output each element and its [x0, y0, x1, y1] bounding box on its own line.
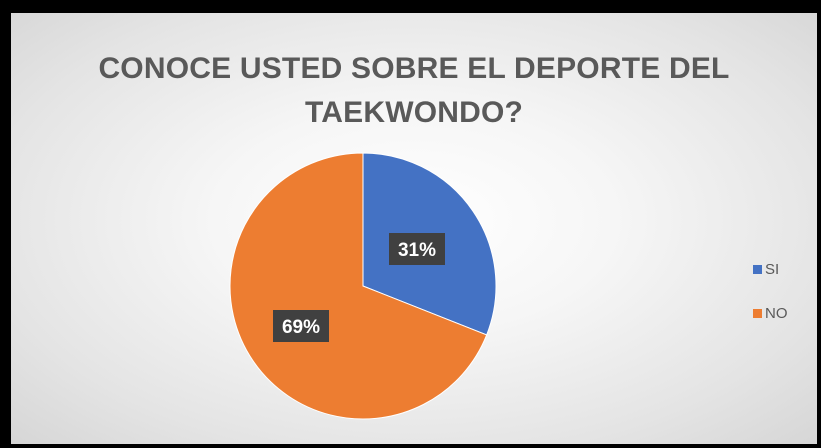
legend-label-si: SI [765, 260, 780, 278]
legend-label-no: NO [765, 304, 788, 322]
legend-swatch-no [753, 308, 762, 318]
chart-legend: SI NO [753, 257, 788, 345]
chart-title: CONOCE USTED SOBRE EL DEPORTE DEL TAEKWO… [11, 47, 817, 135]
data-label-si: 31% [389, 233, 445, 265]
legend-swatch-si [753, 264, 762, 274]
pie-chart: 31% 69% [229, 152, 497, 420]
data-label-text: 31% [398, 240, 436, 261]
chart-title-line-1: CONOCE USTED SOBRE EL DEPORTE DEL [98, 52, 730, 85]
data-label-text: 69% [282, 317, 320, 338]
pie-slice-no [229, 152, 488, 420]
legend-item-si: SI [753, 257, 788, 281]
chart-title-line-2: TAEKWONDO? [304, 96, 524, 129]
data-label-box [389, 233, 445, 265]
data-label-box [273, 310, 329, 342]
data-label-no: 69% [273, 310, 329, 342]
legend-item-no: NO [753, 301, 788, 325]
